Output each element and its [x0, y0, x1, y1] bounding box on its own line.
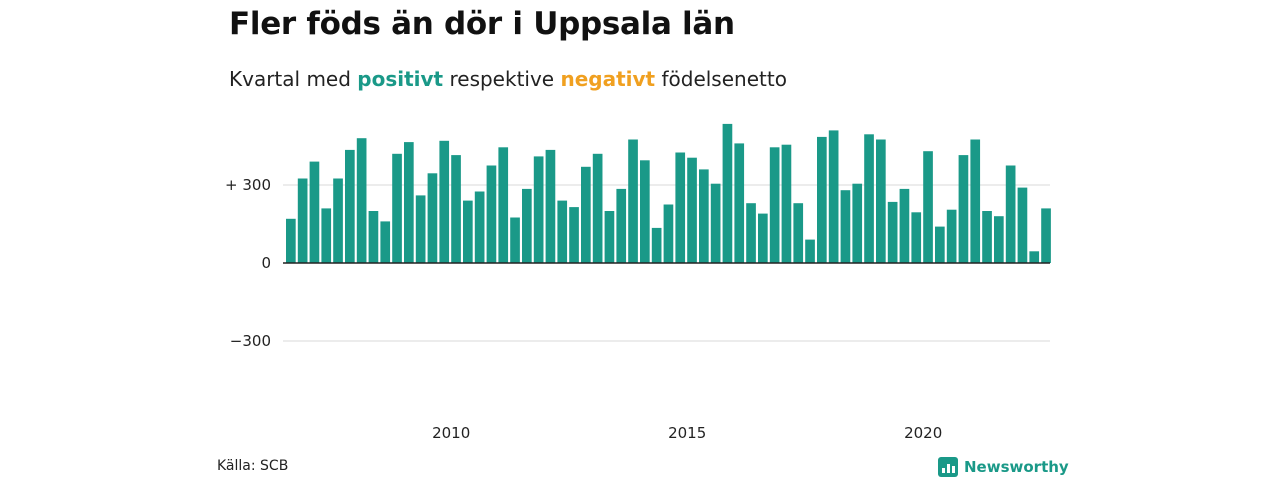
- bar: [722, 123, 733, 264]
- bar: [451, 155, 461, 263]
- bar: [887, 201, 898, 263]
- bar: [946, 209, 957, 263]
- bar: [805, 239, 815, 263]
- bar: [1005, 165, 1016, 263]
- bar: [581, 166, 591, 263]
- bar: [935, 226, 945, 263]
- bar: [817, 136, 827, 263]
- bar: [557, 200, 568, 263]
- bar: [864, 134, 874, 263]
- y-tick-label: 0: [261, 254, 271, 272]
- brand-name: Newsworthy: [964, 458, 1069, 476]
- bar: [510, 217, 520, 263]
- bar: [982, 211, 992, 263]
- bar: [675, 152, 686, 263]
- bar: [345, 149, 355, 263]
- bar: [533, 156, 544, 263]
- bar: [710, 183, 721, 263]
- bar: [840, 190, 851, 263]
- bar: [970, 139, 981, 263]
- bar: [380, 221, 391, 263]
- bar: [958, 155, 969, 263]
- bar: [356, 138, 367, 263]
- chart-title: Fler föds än dör i Uppsala län: [229, 6, 735, 42]
- bar: [333, 178, 343, 263]
- bar: [628, 139, 638, 263]
- bar: [321, 208, 332, 263]
- subtitle-negative: negativt: [560, 67, 656, 91]
- bar: [734, 143, 745, 263]
- bar: [415, 195, 426, 263]
- bar: [404, 142, 414, 263]
- bar: [427, 173, 438, 263]
- bar: [616, 188, 627, 263]
- bar: [368, 211, 379, 263]
- bar: [828, 130, 839, 263]
- bar: [876, 139, 886, 263]
- bar: [286, 218, 296, 263]
- x-tick-label: 2020: [904, 424, 942, 442]
- bar: [769, 147, 780, 263]
- bar: [651, 227, 662, 263]
- bar: [309, 161, 320, 263]
- bar: [781, 144, 792, 263]
- bar: [852, 183, 863, 263]
- x-tick-label: 2015: [668, 424, 706, 442]
- bar: [699, 169, 709, 263]
- bar: [911, 212, 922, 263]
- source-note: Källa: SCB: [217, 458, 289, 474]
- bar: [463, 200, 473, 263]
- subtitle-suffix: födelsenetto: [655, 67, 787, 91]
- bar: [923, 151, 933, 263]
- bar: [392, 153, 402, 263]
- bar: [1041, 208, 1051, 263]
- bar: [545, 149, 556, 263]
- bar: [994, 216, 1004, 263]
- chart-logo-icon: [938, 457, 958, 477]
- bar: [663, 204, 674, 263]
- bar: [604, 211, 615, 263]
- bar: [498, 147, 509, 263]
- bar: [522, 188, 532, 263]
- bar: [899, 188, 910, 263]
- bar: [474, 191, 485, 263]
- bar: [640, 160, 650, 263]
- bar: [758, 213, 768, 263]
- bar: [592, 153, 603, 263]
- chart-subtitle: Kvartal med positivt respektive negativt…: [229, 67, 787, 91]
- subtitle-middle: respektive: [443, 67, 561, 91]
- newsworthy-logo: Newsworthy: [938, 456, 1069, 478]
- bar: [793, 203, 804, 263]
- bar: [486, 165, 497, 263]
- bar: [569, 207, 579, 263]
- subtitle-positive: positivt: [357, 67, 444, 91]
- subtitle-prefix: Kvartal med: [229, 67, 358, 91]
- bar: [746, 203, 756, 263]
- bar: [1029, 251, 1040, 263]
- bar: [297, 178, 308, 263]
- bar: [1017, 187, 1028, 263]
- y-tick-label: + 300: [225, 176, 271, 194]
- bar: [687, 157, 697, 263]
- x-tick-label: 2010: [432, 424, 470, 442]
- bar: [439, 140, 450, 263]
- y-tick-label: −300: [230, 332, 271, 350]
